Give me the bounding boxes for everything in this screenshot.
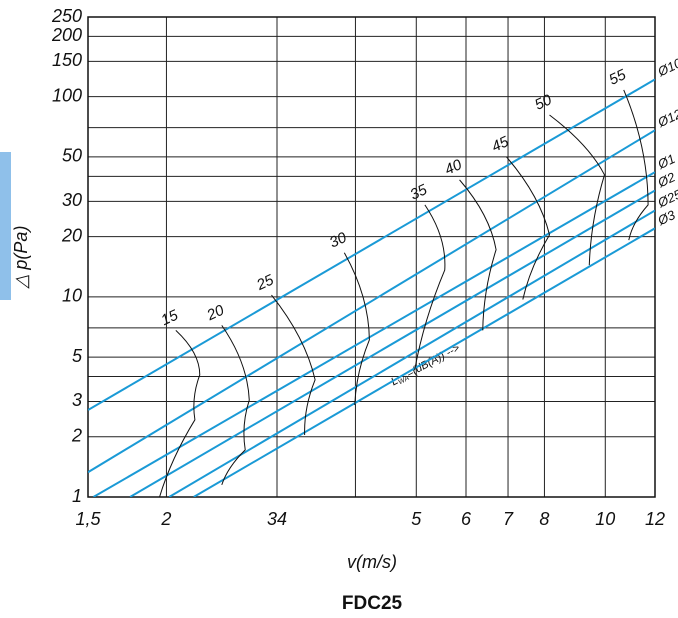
x-tick-label: 6 xyxy=(461,509,472,529)
noise-label: 20 xyxy=(203,301,227,324)
noise-label: 55 xyxy=(606,66,629,89)
noise-curve xyxy=(414,204,446,371)
x-tick-label: 10 xyxy=(595,509,615,529)
y-tick-label: 100 xyxy=(52,85,82,105)
y-axis-label: △ p(Pa) xyxy=(11,226,31,290)
legend-label: Ø1 xyxy=(654,151,677,172)
annotation: LWA=(dB(A)) --> xyxy=(389,342,463,389)
x-tick-label: 8 xyxy=(539,509,549,529)
plot-frame xyxy=(87,16,656,498)
noise-label: 30 xyxy=(327,229,350,252)
annotation-sub: WA xyxy=(397,375,410,387)
noise-label: 40 xyxy=(442,156,465,179)
x-tick-label: 12 xyxy=(645,509,665,529)
y-tick-label: 250 xyxy=(51,6,82,26)
legend-label: Ø2 xyxy=(654,169,678,191)
noise-curve xyxy=(271,294,316,436)
x-tick-label: 1,5 xyxy=(75,509,101,529)
noise-label: 50 xyxy=(532,91,555,114)
y-tick-label: 10 xyxy=(62,286,82,306)
x-tick-label: 34 xyxy=(267,509,287,529)
x-tick-label: 7 xyxy=(503,509,514,529)
legend-label: Ø12 xyxy=(654,106,678,131)
x-tick-label: 5 xyxy=(411,509,422,529)
y-tick-label: 50 xyxy=(62,146,82,166)
noise-curve xyxy=(623,89,649,241)
y-tick-label: 200 xyxy=(51,25,82,45)
diameter-line xyxy=(168,209,655,497)
noise-curve xyxy=(549,114,606,266)
diameter-line xyxy=(88,129,655,474)
legend-label: Ø3 xyxy=(654,207,678,229)
annotation-rest: =(dB(A)) --> xyxy=(404,342,462,380)
noise-curve xyxy=(506,156,551,300)
noise-label: 25 xyxy=(253,271,277,294)
y-tick-label: 20 xyxy=(61,225,82,245)
legend-label: Ø25 xyxy=(654,186,678,211)
y-tick-label: 150 xyxy=(52,50,82,70)
y-tick-label: 2 xyxy=(71,425,82,445)
noise-curve xyxy=(159,329,201,497)
annotation-main: L xyxy=(389,375,400,388)
legend-label: Ø10 xyxy=(654,55,678,80)
x-tick-label: 2 xyxy=(160,509,171,529)
diameter-line xyxy=(129,189,655,497)
diameter-line xyxy=(193,227,655,497)
noise-label: 15 xyxy=(158,306,181,329)
noise-curve xyxy=(343,252,370,406)
x-axis-label: v(m/s) xyxy=(347,552,397,572)
y-tick-label: 30 xyxy=(62,190,82,210)
noise-curve xyxy=(459,179,497,331)
y-tick-label: 1 xyxy=(72,486,82,506)
y-tick-label: 5 xyxy=(72,346,83,366)
diameter-line xyxy=(92,171,655,497)
y-tick-label: 3 xyxy=(72,390,82,410)
chart-title: FDC25 xyxy=(342,593,403,614)
side-tab xyxy=(0,152,11,300)
noise-label: 45 xyxy=(489,133,512,156)
noise-label: 35 xyxy=(407,181,430,204)
noise-curve xyxy=(221,325,250,486)
diameter-line xyxy=(88,78,655,411)
plot-area xyxy=(88,78,655,497)
